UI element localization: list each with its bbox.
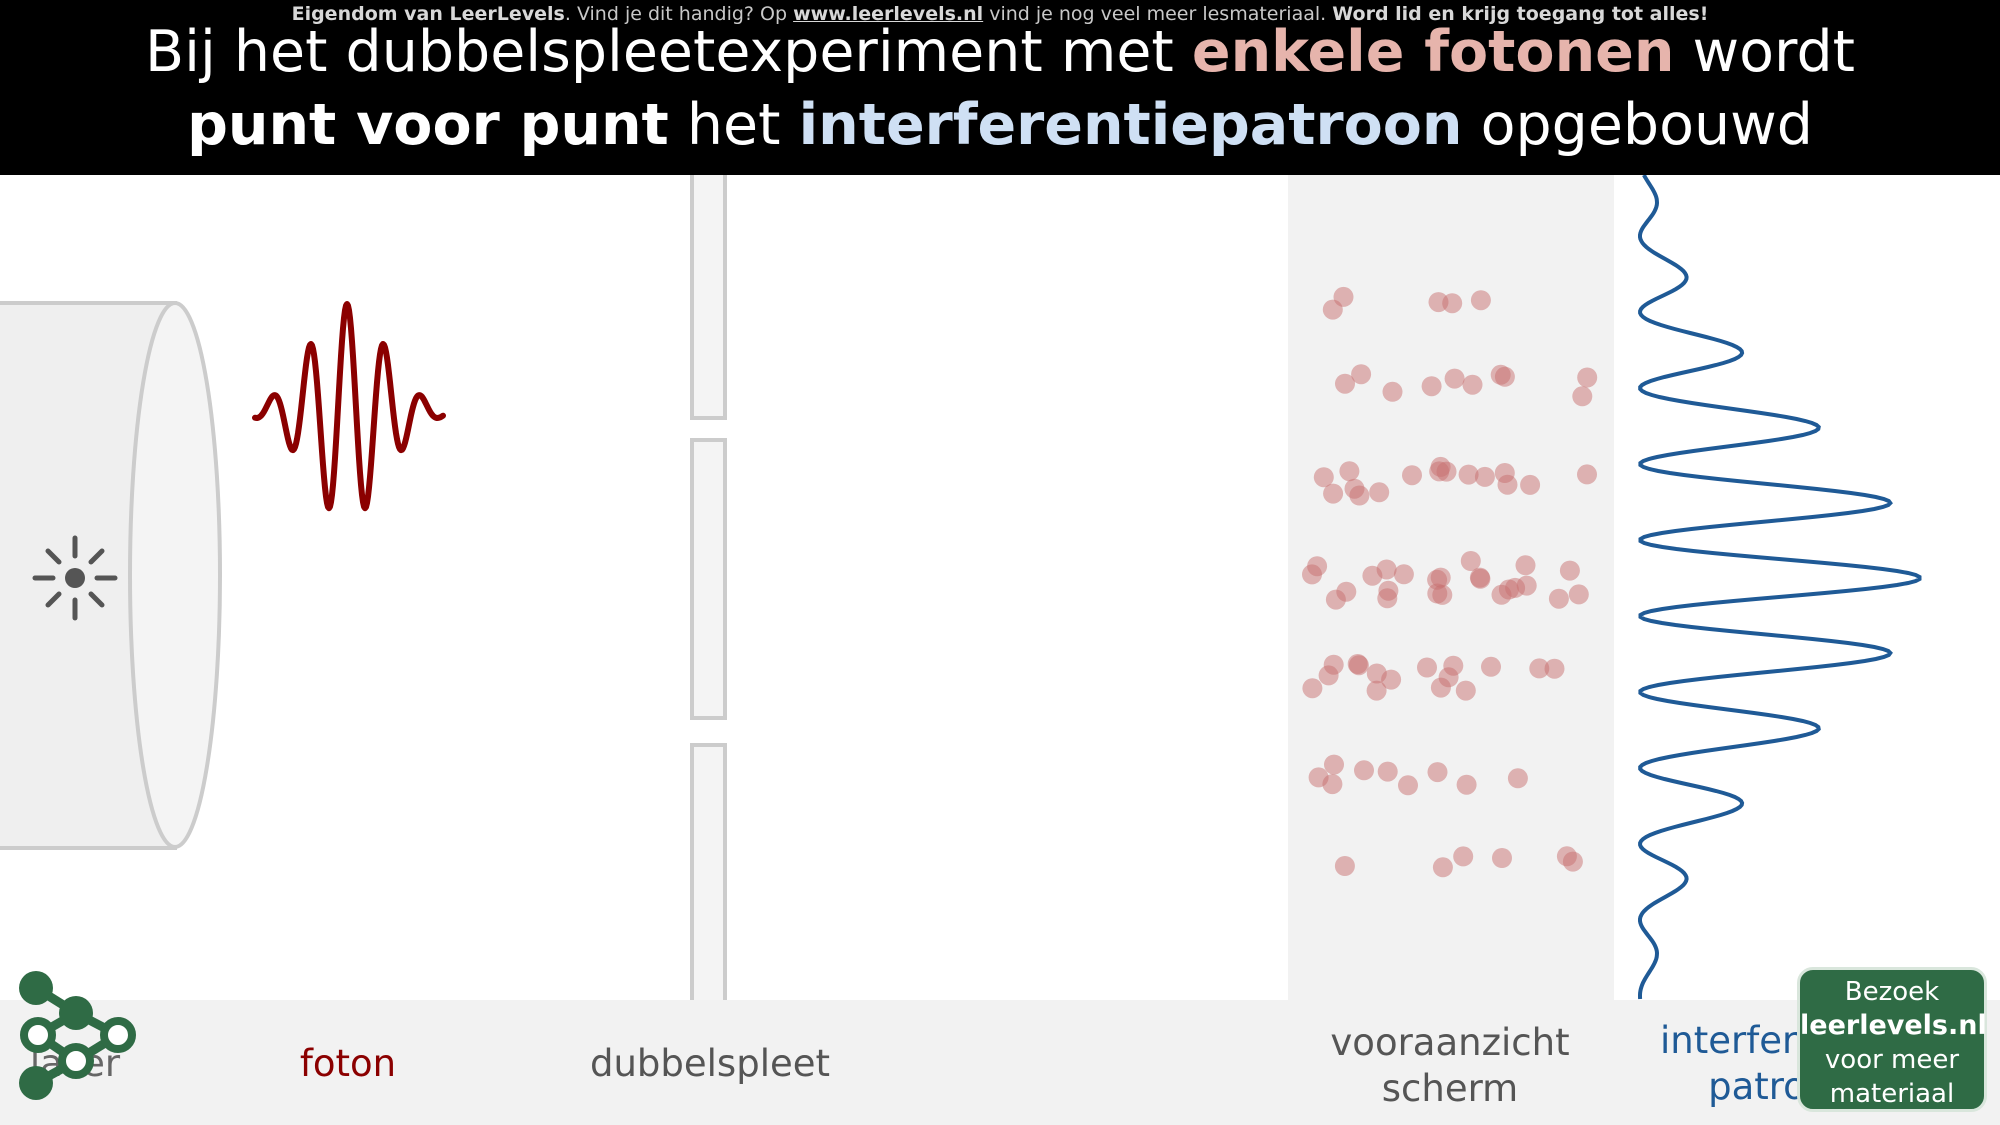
photon-hit-dot: [1577, 367, 1598, 388]
photon-hit-dot: [1369, 482, 1390, 503]
photon-hit-dot: [1460, 551, 1481, 571]
slit-barrier-bottom: [690, 743, 727, 1000]
photon-hit-dot: [1520, 474, 1541, 495]
photon-hit-dot: [1568, 584, 1589, 605]
leerlevels-logo-icon: [19, 971, 136, 1100]
photon-hit-dot: [1335, 373, 1355, 394]
photon-hit-dot: [1324, 754, 1344, 775]
photon-hit-dot: [1302, 678, 1323, 699]
photon-hit-dot: [1354, 760, 1374, 781]
double-slit-barrier: [690, 175, 727, 1000]
photon-hit-dot: [1456, 774, 1477, 795]
photon-hit-dot: [1393, 564, 1414, 585]
photon-hits: [1302, 286, 1598, 878]
photon-hit-dot: [1308, 767, 1329, 788]
label-bar: [0, 1000, 2000, 1125]
ownership-notice: Eigendom van LeerLevels. Vind je dit han…: [0, 3, 2000, 25]
photon-hit-dot: [1336, 581, 1357, 602]
photon-hit-dot: [1497, 474, 1518, 495]
photon-hit-dot: [1318, 665, 1339, 686]
label-double-slit: dubbelspleet: [589, 1042, 831, 1085]
photon-hit-dot: [1556, 846, 1577, 867]
photon-hit-dot: [1462, 374, 1483, 395]
photon-hit-dot: [1366, 680, 1387, 701]
photon-hit-dot: [1313, 467, 1334, 488]
notice-text-2: vind je nog veel meer lesmateriaal.: [983, 3, 1333, 25]
photon-hit-dot: [1428, 292, 1449, 313]
notice-link[interactable]: www.leerlevels.nl: [793, 3, 984, 25]
photon-hit-dot: [1470, 290, 1491, 311]
photon-hit-dot: [1377, 588, 1398, 609]
photon-hit-dot: [1334, 856, 1355, 876]
notice-owner: Eigendom van LeerLevels: [291, 3, 565, 25]
photon-hit-dot: [1398, 775, 1418, 796]
photon-hit-dot: [1544, 658, 1565, 679]
label-screen: vooraanzicht scherm: [1330, 1021, 1570, 1111]
photon-hit-dot: [1577, 464, 1597, 485]
title-banner: Eigendom van LeerLevels. Vind je dit han…: [0, 0, 2000, 175]
light-burst-icon: [32, 535, 118, 621]
photon-hit-dot: [1559, 560, 1580, 581]
title-bold-text: punt voor punt: [187, 92, 669, 158]
notice-text: . Vind je dit handig? Op: [564, 3, 794, 25]
photon-hit-dot: [1474, 466, 1495, 487]
photon-hit-dot: [1351, 364, 1372, 385]
interference-pattern-curve: [1638, 175, 1922, 1000]
title-highlight-photons: enkele fotonen: [1191, 19, 1675, 85]
slit-barrier-middle: [690, 438, 727, 720]
photon-hit-dot: [1507, 768, 1528, 789]
photon-hit-dot: [1421, 376, 1442, 397]
photon-hit-dot: [1402, 465, 1422, 486]
photon-hit-dot: [1307, 556, 1328, 577]
photon-hit-dot: [1430, 677, 1451, 698]
photon-wave-packet: [252, 301, 446, 512]
photon-hit-dot: [1362, 565, 1383, 586]
photon-hit-dot: [1492, 848, 1512, 868]
photon-hit-dot: [1432, 857, 1453, 878]
photon-hit-dot: [1430, 567, 1451, 588]
photon-hit-dot: [1470, 568, 1491, 589]
photon-hit-dot: [1323, 483, 1344, 504]
label-photon: foton: [299, 1042, 397, 1085]
slit-barrier-top: [690, 175, 727, 420]
photon-hit-dot: [1339, 461, 1360, 482]
photon-hit-dot: [1347, 654, 1368, 674]
photon-hit-dot: [1494, 366, 1515, 387]
photon-hit-dot: [1453, 846, 1474, 867]
photon-hit-dot: [1366, 663, 1387, 684]
photon-hit-dot: [1458, 464, 1479, 485]
visit-website-badge[interactable]: Bezoek leerlevels.nl voor meer materiaal: [1797, 967, 1987, 1112]
photon-hit-dot: [1344, 478, 1365, 499]
photon-hit-dot: [1377, 761, 1398, 782]
experiment-diagram: [0, 175, 1922, 1000]
photon-hit-dot: [1427, 762, 1448, 783]
laser: [0, 301, 222, 850]
photon-hit-dot: [1430, 456, 1451, 477]
photon-hit-dot: [1417, 657, 1437, 678]
badge-link[interactable]: leerlevels.nl: [1800, 1010, 1987, 1041]
title-line-1: Bij het dubbelspleetexperiment met enkel…: [145, 19, 1855, 85]
photon-hit-dot: [1444, 368, 1465, 389]
notice-cta: Word lid en krijg toegang tot alles!: [1332, 3, 1709, 25]
photon-hit-dot: [1481, 656, 1501, 677]
photon-hit-dot: [1529, 658, 1550, 679]
photon-hit-dot: [1548, 588, 1569, 609]
photon-hit-dot: [1382, 381, 1403, 402]
photon-hit-dot: [1572, 386, 1593, 407]
photon-hit-dot: [1491, 584, 1512, 605]
title-highlight-pattern: interferentiepatroon: [798, 92, 1463, 158]
photon-hit-dot: [1515, 555, 1536, 576]
title-line-2: punt voor punt het interferentiepatroon …: [187, 92, 1813, 158]
photon-hit-dot: [1432, 584, 1453, 605]
photon-hit-dot: [1322, 299, 1343, 320]
photon-hit-dot: [1455, 680, 1476, 701]
